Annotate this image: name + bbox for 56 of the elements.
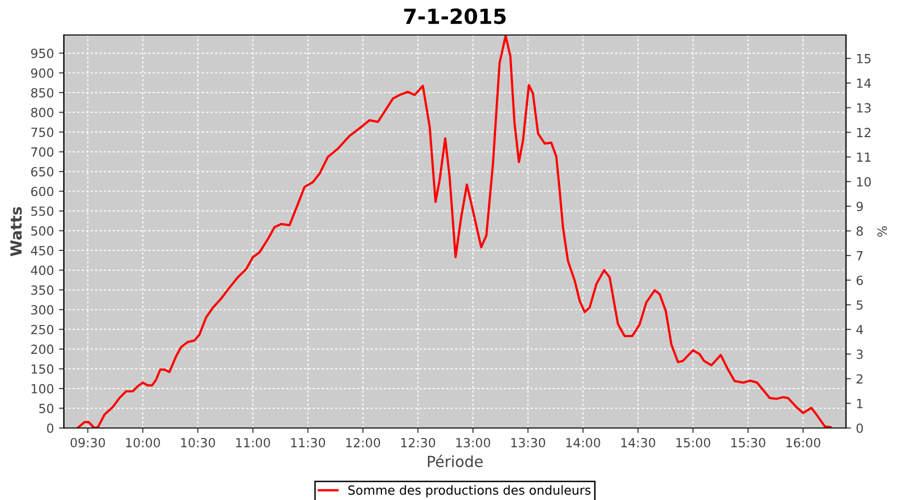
y-tick-label: 400 [30,266,54,276]
y-tick-label: 950 [31,48,54,58]
y2-tick-label: 9 [856,202,863,212]
chart-title: 7-1-2015 [404,8,506,24]
y-tick-label: 550 [31,206,54,216]
y2-axis-title: % [877,226,887,237]
y-tick-label: 750 [31,128,54,137]
x-tick-label: 13:30 [511,438,546,448]
y-tick-label: 150 [32,364,54,374]
y2-tick-label: 8 [856,226,863,236]
y2-tick-label: 12 [857,128,870,138]
legend-label: Somme des productions des onduleurs [348,485,591,498]
x-tick-label: 14:30 [621,438,656,448]
y-tick-label: 800 [31,108,54,118]
y2-tick-label: 13 [857,103,871,113]
y2-tick-label: 6 [856,276,863,286]
y-tick-label: 650 [31,166,54,176]
y2-tick-label: 1 [857,398,863,408]
line-series [76,35,832,428]
x-tick-label: 10:00 [126,438,160,448]
y2-tick-label: 14 [857,78,871,88]
x-tick-label: 11:30 [291,438,326,448]
y2-tick-label: 2 [856,374,862,384]
x-tick-label: 13:00 [456,438,490,448]
y-tick-label: 850 [31,88,54,98]
y2-tick-label: 0 [856,423,863,433]
x-axis-title: Période [428,454,483,468]
y2-tick-label: 15 [857,54,871,64]
y-axis-title: Watts [10,207,22,256]
x-tick-label: 09:30 [70,438,105,448]
x-tick-label: 11:00 [236,438,270,448]
x-tick-label: 12:00 [346,438,380,448]
y2-tick-label: 7 [856,251,863,260]
x-tick-label: 16:00 [786,438,820,448]
y2-tick-label: 4 [856,325,863,334]
y-tick-label: 500 [31,226,54,236]
y2-tick-label: 11 [857,152,870,162]
y-tick-label: 100 [32,384,54,394]
y-tick-label: 250 [31,324,54,334]
y2-tick-label: 5 [856,300,863,310]
y-tick-label: 200 [31,344,54,354]
x-tick-label: 15:00 [676,438,710,448]
y2-tick-label: 10 [857,177,871,187]
y-tick-label: 0 [47,423,54,433]
x-tick-label: 14:00 [566,438,600,448]
y2-tick-label: 3 [856,350,863,360]
y-tick-label: 50 [39,404,54,414]
y-tick-label: 700 [31,147,54,157]
y-tick-label: 600 [31,186,54,196]
y-tick-label: 300 [31,305,54,315]
x-tick-label: 15:30 [731,438,766,448]
x-tick-label: 12:30 [401,438,436,448]
y-tick-label: 900 [31,68,54,78]
x-tick-label: 10:30 [181,438,216,448]
y-tick-label: 450 [30,246,54,256]
y-tick-label: 350 [31,285,54,295]
